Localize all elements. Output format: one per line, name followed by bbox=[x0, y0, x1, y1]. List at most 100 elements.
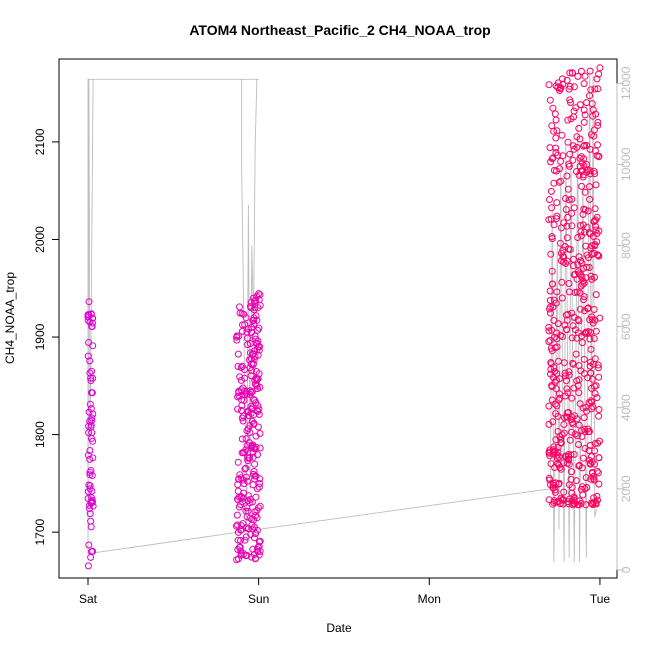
data-point bbox=[590, 494, 598, 502]
data-point bbox=[565, 481, 573, 489]
data-point bbox=[572, 477, 580, 485]
data-point bbox=[546, 96, 554, 104]
data-point bbox=[583, 484, 591, 491]
data-point bbox=[239, 449, 247, 457]
data-point bbox=[580, 106, 588, 114]
data-point bbox=[248, 498, 256, 506]
data-point bbox=[559, 495, 567, 503]
data-point bbox=[240, 480, 248, 488]
data-point bbox=[582, 403, 590, 411]
data-point bbox=[547, 365, 555, 373]
data-point bbox=[240, 396, 248, 404]
data-point bbox=[595, 480, 603, 488]
y-tick-label: 2000 bbox=[33, 226, 47, 253]
data-point bbox=[233, 556, 241, 564]
data-point bbox=[548, 233, 556, 241]
data-point bbox=[86, 357, 94, 365]
data-point bbox=[546, 287, 554, 295]
data-point bbox=[557, 224, 565, 232]
data-point bbox=[549, 446, 557, 454]
data-point bbox=[575, 389, 583, 397]
data-point bbox=[588, 100, 596, 108]
data-point bbox=[591, 390, 599, 397]
data-point bbox=[583, 99, 591, 107]
data-point bbox=[254, 304, 262, 312]
data-point bbox=[569, 420, 577, 428]
data-point bbox=[255, 290, 263, 298]
data-point bbox=[244, 425, 252, 433]
data-point bbox=[550, 296, 558, 304]
data-point bbox=[251, 555, 259, 563]
data-point bbox=[557, 249, 565, 257]
data-point bbox=[553, 127, 561, 135]
data-point bbox=[575, 362, 583, 370]
data-point bbox=[84, 562, 92, 570]
data-point bbox=[256, 547, 264, 555]
data-point bbox=[564, 138, 572, 146]
data-point bbox=[550, 179, 558, 187]
data-point bbox=[244, 325, 252, 333]
data-point bbox=[556, 85, 564, 92]
data-point bbox=[595, 406, 603, 413]
data-point bbox=[237, 537, 244, 544]
data-point bbox=[564, 310, 572, 318]
data-point bbox=[234, 481, 242, 489]
data-point bbox=[585, 428, 592, 436]
data-point bbox=[84, 451, 92, 459]
data-point bbox=[248, 405, 255, 413]
data-point bbox=[256, 444, 264, 452]
data-point bbox=[592, 181, 600, 189]
data-point bbox=[591, 242, 599, 250]
data-point bbox=[569, 359, 577, 367]
data-point bbox=[550, 316, 558, 324]
data-point bbox=[247, 360, 255, 368]
data-point bbox=[565, 280, 573, 287]
data-point bbox=[581, 445, 589, 452]
data-point bbox=[571, 430, 579, 438]
data-point bbox=[256, 383, 264, 391]
data-point bbox=[251, 460, 259, 468]
data-point bbox=[249, 294, 257, 302]
data-point bbox=[87, 377, 95, 385]
data-point bbox=[560, 421, 568, 428]
data-point bbox=[553, 455, 561, 463]
data-point bbox=[585, 399, 593, 407]
x-axis: Sat Sun Mon Tue bbox=[79, 577, 610, 606]
data-point bbox=[594, 141, 601, 149]
data-point bbox=[588, 468, 596, 476]
data-point bbox=[234, 350, 242, 358]
data-point bbox=[585, 456, 593, 464]
data-point bbox=[242, 507, 250, 515]
data-point bbox=[554, 151, 562, 159]
data-point bbox=[549, 280, 557, 288]
data-point bbox=[247, 553, 255, 561]
data-point bbox=[239, 417, 247, 425]
data-point bbox=[587, 244, 595, 252]
chart-title: ATOM4 Northeast_Pacific_2 CH4_NOAA_trop bbox=[189, 22, 490, 38]
data-point bbox=[85, 408, 93, 416]
data-point bbox=[592, 291, 600, 299]
data-point bbox=[573, 334, 581, 342]
data-point bbox=[560, 258, 568, 266]
data-point bbox=[85, 311, 93, 319]
data-point bbox=[562, 311, 570, 319]
data-point bbox=[595, 454, 603, 462]
data-point bbox=[236, 543, 244, 551]
data-point bbox=[588, 275, 596, 283]
data-point bbox=[581, 485, 589, 493]
data-point bbox=[549, 418, 557, 426]
data-point bbox=[255, 324, 263, 332]
data-point bbox=[252, 368, 260, 375]
data-point bbox=[556, 433, 564, 441]
data-point bbox=[555, 480, 563, 488]
data-point bbox=[587, 453, 595, 461]
data-point bbox=[243, 427, 251, 435]
data-point bbox=[233, 522, 240, 530]
data-point bbox=[563, 76, 571, 84]
data-point bbox=[256, 537, 264, 545]
data-point bbox=[548, 383, 556, 391]
data-point bbox=[551, 400, 559, 408]
data-point bbox=[562, 206, 570, 213]
data-point bbox=[594, 364, 602, 372]
data-point bbox=[545, 338, 553, 346]
